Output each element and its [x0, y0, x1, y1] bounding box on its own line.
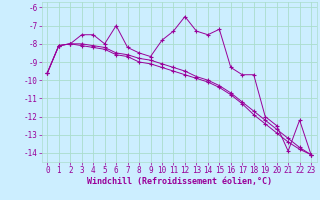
X-axis label: Windchill (Refroidissement éolien,°C): Windchill (Refroidissement éolien,°C): [87, 177, 272, 186]
